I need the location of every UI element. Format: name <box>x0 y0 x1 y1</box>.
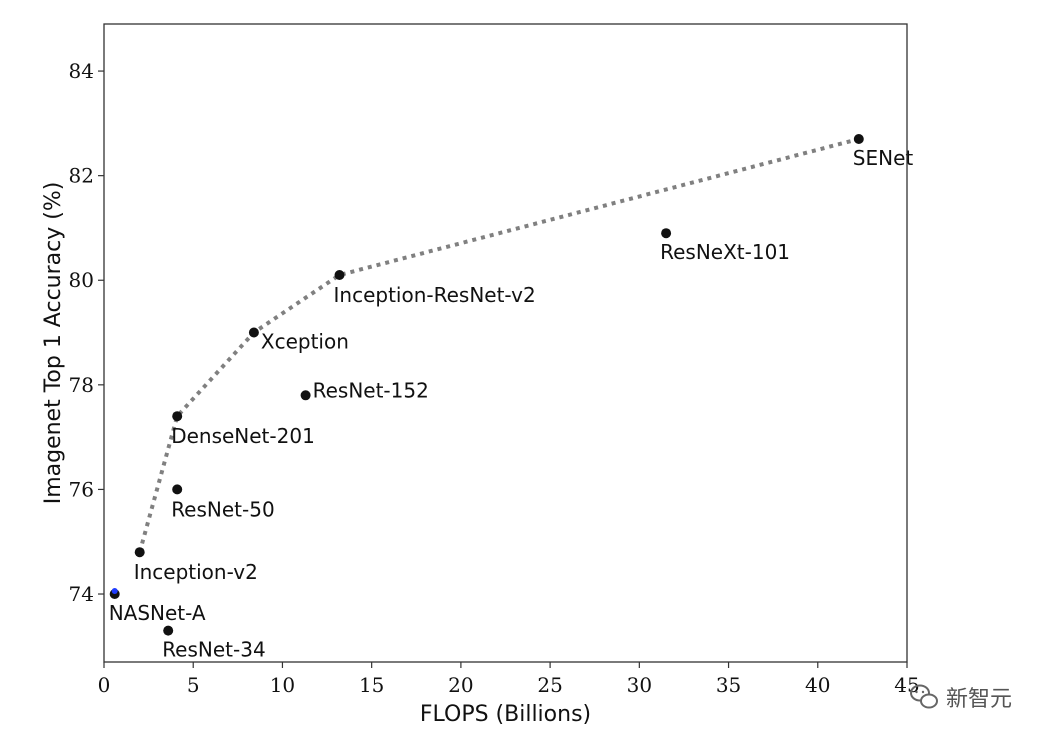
y-tick-label: 76 <box>69 477 94 501</box>
point-label-resnet-50: ResNet-50 <box>171 497 275 521</box>
x-axis-ticks: 0 5 10 15 20 25 30 35 40 45 <box>98 662 920 697</box>
point-nasnet-a-accent <box>111 588 118 594</box>
x-tick-label: 15 <box>359 673 384 697</box>
y-tick-label: 84 <box>69 59 94 83</box>
watermark: 新智元 <box>910 684 1012 712</box>
pareto-frontier <box>137 137 860 553</box>
point-densenet-201 <box>172 411 183 422</box>
point-resnet-152 <box>300 390 311 401</box>
watermark-text: 新智元 <box>946 687 1012 712</box>
point-inception-v2 <box>134 547 145 558</box>
point-label-nasnet-a: NASNet-A <box>109 601 206 625</box>
point-xception <box>248 327 259 338</box>
point-label-inception-resnet-v2: Inception-ResNet-v2 <box>334 283 536 307</box>
point-senet <box>853 134 864 144</box>
x-tick-label: 20 <box>448 673 473 697</box>
x-tick-label: 5 <box>187 673 200 697</box>
data-points <box>109 134 864 636</box>
x-axis-title: FLOPS (Billions) <box>420 702 591 727</box>
x-tick-label: 25 <box>537 673 562 697</box>
point-label-resnext-101: ResNeXt-101 <box>660 240 790 264</box>
x-tick-label: 0 <box>98 673 111 697</box>
x-tick-label: 10 <box>270 673 295 697</box>
point-resnext-101 <box>661 228 672 239</box>
point-label-resnet-34: ResNet-34 <box>162 638 266 662</box>
point-label-densenet-201: DenseNet-201 <box>171 424 315 448</box>
y-tick-label: 80 <box>69 268 94 292</box>
y-axis-ticks: 74 76 78 80 82 84 <box>69 59 104 606</box>
y-axis-title: Imagenet Top 1 Accuracy (%) <box>41 182 66 505</box>
frontier-line <box>137 137 860 553</box>
y-tick-label: 74 <box>69 582 94 606</box>
point-resnet-50 <box>172 484 183 495</box>
point-inception-resnet-v2 <box>334 270 345 280</box>
point-label-resnet-152: ResNet-152 <box>313 378 429 402</box>
y-tick-label: 78 <box>69 373 94 397</box>
point-label-xception: Xception <box>261 330 349 354</box>
x-tick-label: 40 <box>805 673 830 697</box>
point-labels: NASNet-A ResNet-34 Inception-v2 ResNet-50 De… <box>109 146 914 662</box>
point-resnet-34 <box>163 625 174 636</box>
x-tick-label: 45 <box>894 673 919 697</box>
point-label-inception-v2: Inception-v2 <box>134 560 258 584</box>
wechat-icon <box>910 684 938 709</box>
point-label-senet: SENet <box>853 146 914 170</box>
x-tick-label: 35 <box>716 673 741 697</box>
y-tick-label: 82 <box>69 164 94 188</box>
x-tick-label: 30 <box>627 673 652 697</box>
plot-frame <box>103 23 908 663</box>
